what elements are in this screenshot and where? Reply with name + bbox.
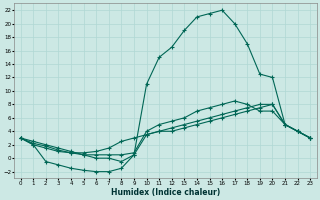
X-axis label: Humidex (Indice chaleur): Humidex (Indice chaleur): [111, 188, 220, 197]
